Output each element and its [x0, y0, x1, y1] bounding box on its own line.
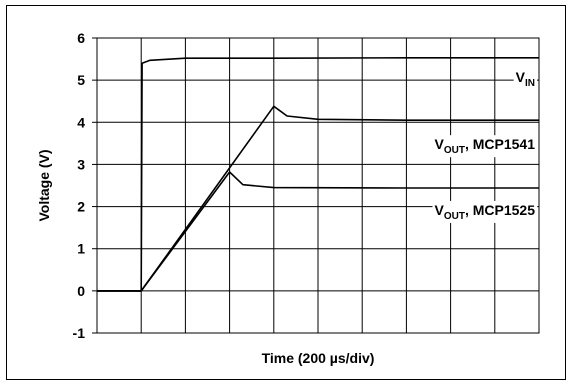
y-tick-label: 5 [77, 72, 85, 88]
y-tick-label: 2 [77, 199, 85, 215]
series-label-background [432, 200, 538, 223]
y-tick-label: -1 [73, 325, 86, 341]
y-tick-label: 3 [77, 156, 85, 172]
y-tick-label: 4 [77, 114, 85, 130]
series-label: VIN [516, 69, 535, 89]
y-tick-label: 0 [77, 283, 85, 299]
y-tick-label: 1 [77, 241, 85, 257]
series-label: VOUT, MCP1525 [435, 202, 536, 222]
series-line [97, 56, 539, 292]
chart-svg: 6 5 4 3 2 1 0 -1 Time (200 µs/div) Voltage (V) VIN… [36, 30, 540, 366]
series-label-background [432, 135, 538, 158]
y-axis-label: Voltage (V) [36, 149, 52, 221]
series-label: VOUT, MCP1541 [435, 136, 536, 156]
series-line [97, 171, 539, 292]
series-label-background [513, 67, 537, 90]
y-tick-label: 6 [77, 30, 85, 46]
x-axis-label: Time (200 µs/div) [262, 350, 375, 366]
chart-frame: 6 5 4 3 2 1 0 -1 Time (200 µs/div) Voltage (V) VIN… [6, 5, 566, 380]
